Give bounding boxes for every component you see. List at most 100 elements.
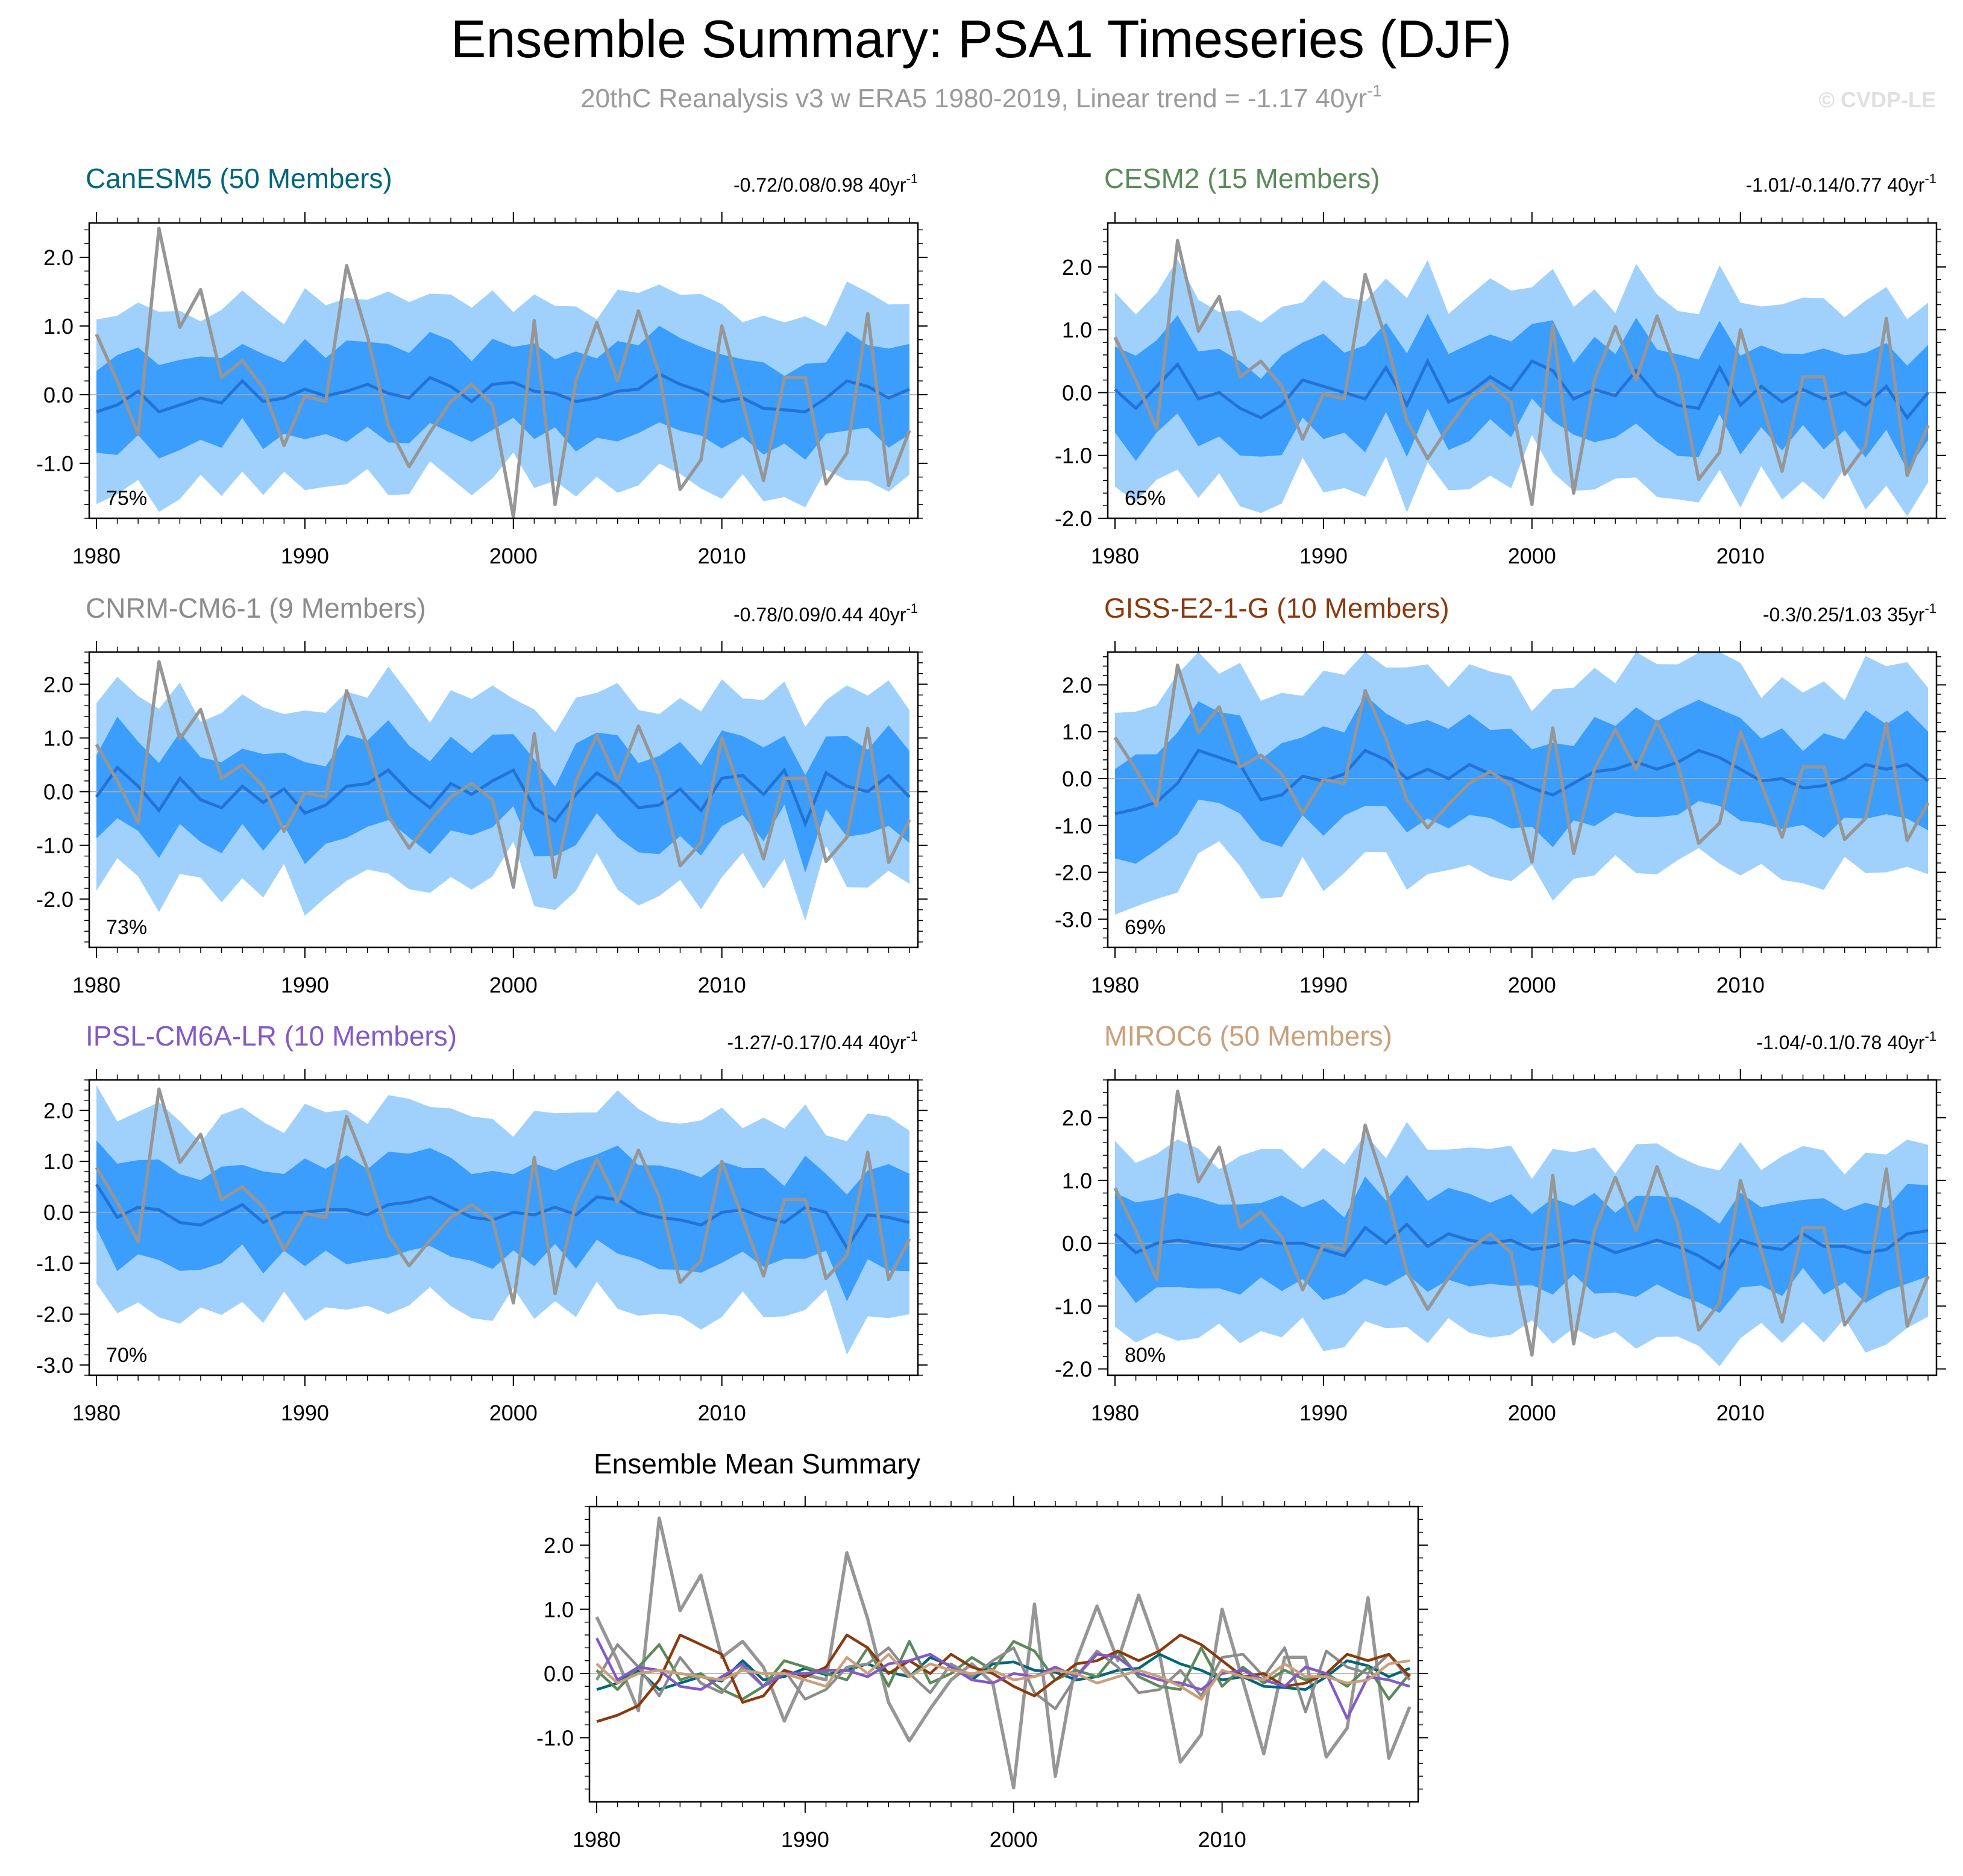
figure-subtitle: 20thC Reanalysis v3 w ERA5 1980-2019, Li… — [580, 81, 1382, 113]
x-tick-label: 2010 — [698, 973, 746, 997]
observed-line — [95, 1087, 911, 1305]
x-tick-label: 2000 — [489, 1401, 538, 1425]
panel-title: CanESM5 (50 Members) — [86, 163, 392, 194]
panel-trend-range: -1.01/-0.14/0.77 40yr-1 — [1745, 171, 1936, 196]
panel-7: 2.0 1.0 0.0 -1.0 1980 1990 2000 2010 Ensemble Me… — [536, 1448, 1428, 1852]
ensemble-mean-line — [1114, 1222, 1929, 1271]
panel-trend-range: -0.78/0.09/0.44 40yr-1 — [733, 601, 918, 626]
y-tick-label: 2.0 — [1062, 255, 1092, 280]
panel-title: MIROC6 (50 Members) — [1104, 1020, 1392, 1052]
x-tick-label: 1990 — [281, 1401, 329, 1425]
panel-title: GISS-E2-1-G (10 Members) — [1104, 592, 1449, 624]
y-tick-label: 1.0 — [1062, 1169, 1092, 1193]
y-tick-label: -2.0 — [1055, 506, 1092, 531]
y-tick-label: 2.0 — [43, 672, 74, 697]
percent-label: 73% — [106, 916, 147, 939]
y-tick-label: -1.0 — [1055, 444, 1092, 468]
x-tick-label: 2000 — [489, 544, 538, 568]
ensemble-mean-line — [95, 1183, 910, 1251]
series-line-cesm2 — [595, 1640, 1411, 1701]
ensemble-mean-line — [1114, 748, 1929, 815]
observed-line — [95, 660, 911, 889]
y-tick-label: 0.0 — [43, 383, 74, 407]
x-tick-label: 1990 — [781, 1827, 829, 1852]
panel-5: 2.0 1.0 0.0 -1.0 -2.0 -3.0 1980 1990 2000 2010 IPS… — [36, 1020, 928, 1425]
y-tick-label: 2.0 — [43, 245, 74, 270]
plot-frame — [88, 1079, 919, 1376]
inner-percentile-band — [96, 717, 909, 873]
x-tick-label: 2010 — [698, 1401, 746, 1425]
panels: 2.0 1.0 0.0 -1.0 1980 1990 2000 2010 CanESM5 (50… — [36, 163, 1946, 1852]
y-tick-label: 0.0 — [1062, 1231, 1092, 1256]
x-tick-label: 1990 — [1299, 544, 1348, 568]
ensemble-mean-line — [1114, 357, 1929, 421]
x-tick-label: 1990 — [281, 973, 329, 997]
x-tick-label: 1980 — [1091, 544, 1139, 568]
y-tick-label: 0.0 — [43, 1200, 74, 1225]
plot-frame — [1107, 1079, 1938, 1376]
figure-title: Ensemble Summary: PSA1 Timeseries (DJF) — [451, 9, 1512, 69]
panel-trend-range: -1.04/-0.1/0.78 40yr-1 — [1756, 1029, 1936, 1053]
y-tick-label: 1.0 — [43, 1149, 74, 1174]
percent-label: 75% — [106, 487, 147, 510]
y-tick-label: 2.0 — [1062, 673, 1092, 697]
percent-label: 70% — [106, 1344, 147, 1367]
y-tick-label: 0.0 — [1062, 380, 1092, 405]
x-tick-label: 1980 — [72, 1401, 121, 1425]
y-tick-label: -2.0 — [36, 1302, 74, 1327]
observed-line — [1113, 239, 1930, 506]
y-tick-label: 2.0 — [1062, 1106, 1092, 1131]
y-tick-label: -2.0 — [1055, 861, 1092, 885]
x-tick-label: 2010 — [1716, 1401, 1765, 1425]
x-tick-label: 2010 — [1716, 544, 1765, 568]
series-line-giss-e2-1-g — [596, 1633, 1411, 1723]
plot-frame — [1107, 651, 1938, 949]
y-tick-label: 1.0 — [1062, 318, 1092, 342]
plot-frame — [1107, 222, 1938, 519]
plot-frame — [88, 222, 919, 519]
x-tick-label: 1990 — [1299, 973, 1348, 997]
y-tick-label: 2.0 — [43, 1099, 74, 1123]
panel-title: CESM2 (15 Members) — [1104, 163, 1380, 194]
panel-4: 2.0 1.0 0.0 -1.0 -2.0 -3.0 1980 1990 2000 2010 GIS… — [1055, 592, 1946, 997]
observed-line — [595, 1516, 1412, 1790]
observed-line — [95, 227, 911, 519]
y-tick-label: 1.0 — [1062, 720, 1092, 744]
y-tick-label: 0.0 — [1062, 767, 1092, 791]
panel-title: CNRM-CM6-1 (9 Members) — [86, 592, 426, 624]
x-tick-label: 2000 — [990, 1827, 1038, 1852]
x-tick-label: 2010 — [1716, 973, 1765, 997]
series-line-ipsl-cm6a-lr — [595, 1637, 1410, 1720]
inner-percentile-band — [1115, 313, 1928, 470]
y-tick-label: -1.0 — [36, 1251, 74, 1276]
plot-frame — [88, 651, 919, 949]
percent-label: 69% — [1125, 916, 1166, 939]
y-tick-label: 1.0 — [43, 314, 74, 339]
x-tick-label: 2000 — [1508, 1401, 1556, 1425]
y-tick-label: -3.0 — [1055, 907, 1092, 932]
y-tick-label: -2.0 — [1055, 1357, 1092, 1382]
y-tick-label: 2.0 — [544, 1533, 574, 1558]
x-tick-label: 1980 — [72, 544, 121, 568]
percent-label: 80% — [1125, 1344, 1166, 1367]
percent-label: 65% — [1125, 487, 1166, 510]
y-tick-label: 1.0 — [544, 1597, 574, 1622]
panel-6: 2.0 1.0 0.0 -1.0 -2.0 1980 1990 2000 2010 MIROC6 … — [1055, 1020, 1946, 1425]
x-tick-label: 2000 — [1508, 973, 1556, 997]
panel-2: 2.0 1.0 0.0 -1.0 -2.0 1980 1990 2000 2010 CESM2 (… — [1055, 163, 1946, 568]
credit-label: © CVDP-LE — [1818, 87, 1936, 112]
panel-trend-range: -0.3/0.25/1.03 35yr-1 — [1763, 601, 1936, 626]
observed-line — [1113, 664, 1930, 864]
plot-frame — [588, 1505, 1419, 1803]
y-tick-label: -1.0 — [1055, 814, 1092, 838]
inner-percentile-band — [96, 1140, 909, 1302]
x-tick-label: 1990 — [1299, 1401, 1348, 1425]
y-tick-label: -2.0 — [36, 887, 74, 912]
y-tick-label: -3.0 — [36, 1353, 74, 1378]
series-line-miroc6 — [595, 1652, 1410, 1701]
x-tick-label: 1980 — [72, 973, 121, 997]
inner-percentile-band — [1115, 695, 1928, 864]
summary-title: Ensemble Mean Summary — [594, 1448, 920, 1479]
panel-1: 2.0 1.0 0.0 -1.0 1980 1990 2000 2010 CanESM5 (50… — [36, 163, 928, 568]
panel-title: IPSL-CM6A-LR (10 Members) — [86, 1020, 457, 1052]
